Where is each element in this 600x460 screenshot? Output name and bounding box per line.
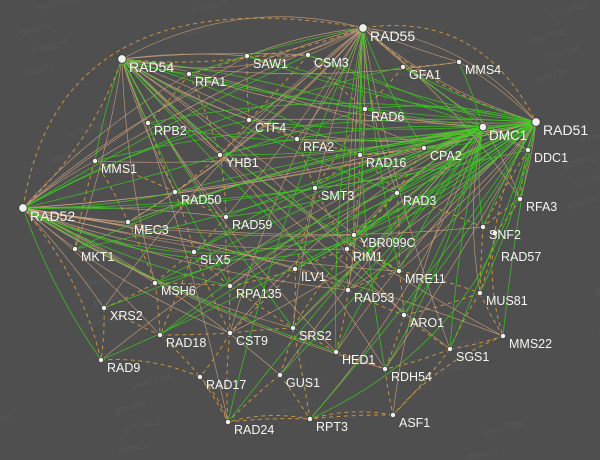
svg-text:RAD57: RAD57 [501, 250, 541, 264]
svg-text:ASF1: ASF1 [399, 416, 430, 430]
svg-text:SMT3: SMT3 [321, 189, 354, 203]
svg-text:RAD6: RAD6 [371, 110, 404, 124]
svg-text:RAD16: RAD16 [366, 156, 406, 170]
svg-text:RIM1: RIM1 [353, 250, 383, 264]
svg-text:MSH6: MSH6 [161, 284, 196, 298]
svg-text:GUS1: GUS1 [286, 376, 320, 390]
svg-text:RAD52: RAD52 [30, 208, 75, 224]
svg-text:XRS2: XRS2 [110, 309, 143, 323]
svg-text:SLX5: SLX5 [200, 253, 231, 267]
svg-text:DDC1: DDC1 [534, 151, 568, 165]
svg-text:RPB2: RPB2 [154, 124, 187, 138]
svg-text:RAD50: RAD50 [181, 193, 221, 207]
svg-text:RPA135: RPA135 [236, 287, 282, 301]
svg-text:RAD18: RAD18 [166, 336, 206, 350]
svg-text:RPT3: RPT3 [316, 420, 348, 434]
svg-text:YHB1: YHB1 [226, 156, 259, 170]
svg-text:CSM3: CSM3 [314, 56, 349, 70]
svg-text:MMS4: MMS4 [465, 63, 501, 77]
svg-text:RAD51: RAD51 [543, 122, 588, 138]
svg-text:RAD9: RAD9 [107, 361, 140, 375]
svg-text:MKT1: MKT1 [81, 250, 114, 264]
svg-text:YBR099C: YBR099C [360, 236, 416, 250]
svg-text:MMS22: MMS22 [509, 337, 552, 351]
svg-text:CST9: CST9 [236, 334, 268, 348]
svg-text:SAW1: SAW1 [253, 57, 288, 71]
svg-text:RAD24: RAD24 [234, 423, 274, 437]
svg-text:HED1: HED1 [342, 353, 375, 367]
svg-text:MRE11: MRE11 [405, 272, 446, 286]
svg-text:RAD54: RAD54 [129, 59, 174, 75]
svg-text:ARO1: ARO1 [410, 316, 444, 330]
svg-text:MUS81: MUS81 [486, 294, 528, 308]
svg-text:RAD3: RAD3 [403, 194, 436, 208]
svg-text:ILV1: ILV1 [301, 270, 326, 284]
svg-text:RAD55: RAD55 [370, 28, 415, 44]
svg-text:MEC3: MEC3 [134, 223, 169, 237]
svg-text:SRS2: SRS2 [299, 329, 332, 343]
svg-text:SNF2: SNF2 [489, 228, 521, 242]
svg-text:SGS1: SGS1 [456, 350, 489, 364]
svg-text:CPA2: CPA2 [430, 149, 462, 163]
svg-text:GFA1: GFA1 [409, 68, 441, 82]
svg-text:MMS1: MMS1 [101, 162, 137, 176]
svg-text:RFA3: RFA3 [526, 200, 557, 214]
svg-text:RAD53: RAD53 [354, 291, 394, 305]
svg-text:RDH54: RDH54 [391, 370, 432, 384]
svg-text:RFA2: RFA2 [303, 140, 334, 154]
svg-text:RFA1: RFA1 [195, 75, 226, 89]
svg-text:RAD17: RAD17 [206, 378, 246, 392]
svg-text:CTF4: CTF4 [255, 121, 286, 135]
svg-text:RAD59: RAD59 [232, 218, 272, 232]
svg-text:DMC1: DMC1 [489, 128, 527, 143]
